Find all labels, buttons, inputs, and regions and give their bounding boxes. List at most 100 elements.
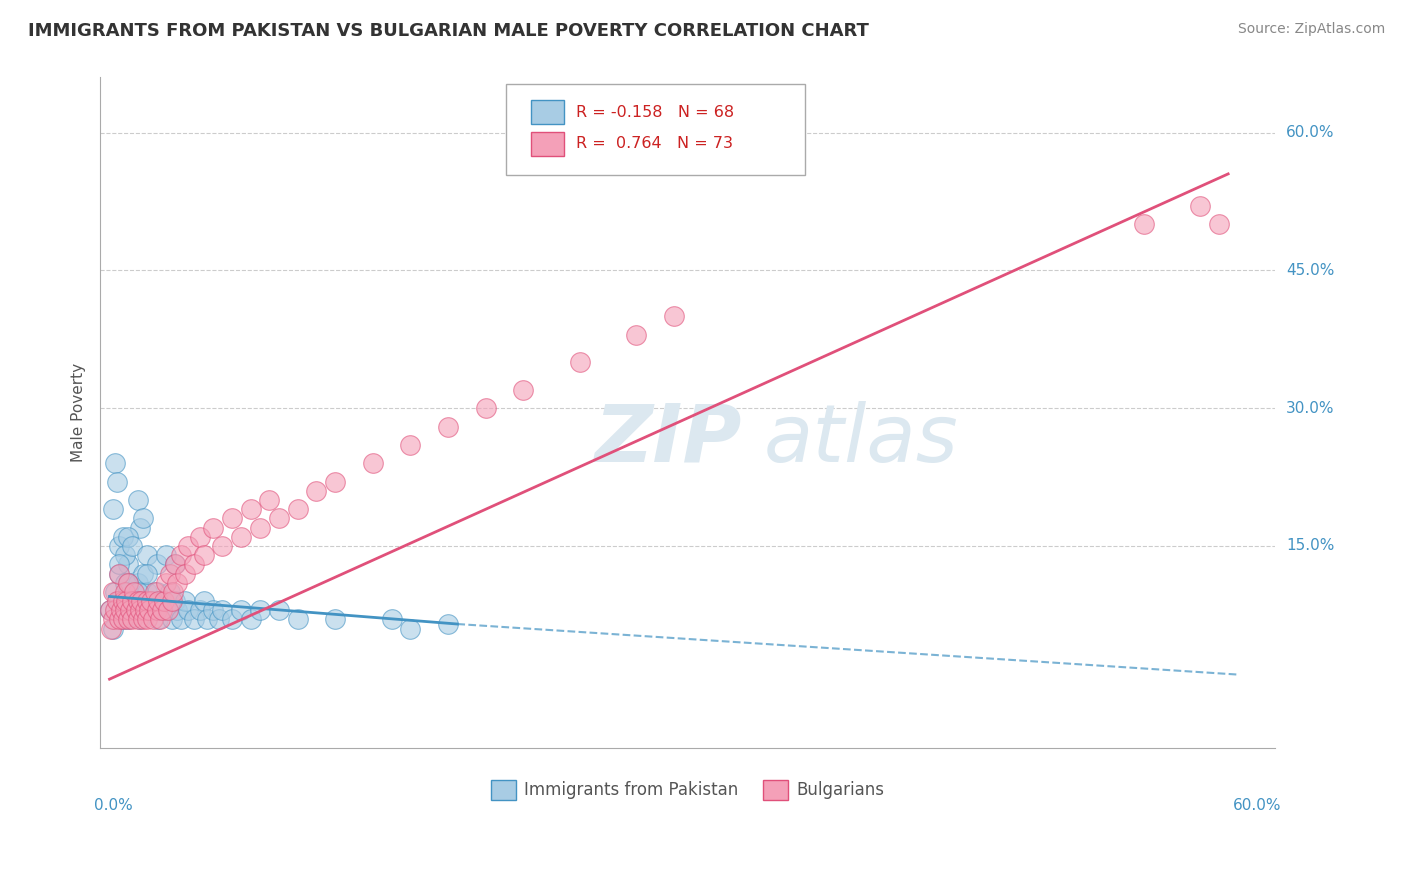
Point: [127, 585, 149, 599]
Point: [1188, 199, 1211, 213]
Point: [165, 558, 187, 572]
Point: [361, 456, 384, 470]
Point: [193, 548, 215, 562]
Point: [110, 603, 132, 617]
Point: [114, 548, 136, 562]
Point: [155, 603, 177, 617]
Point: [128, 603, 150, 617]
FancyBboxPatch shape: [506, 84, 806, 175]
Point: [111, 612, 134, 626]
Point: [267, 603, 290, 617]
Point: [159, 566, 181, 581]
Point: [159, 585, 181, 599]
Point: [114, 603, 136, 617]
Point: [104, 456, 127, 470]
Point: [188, 530, 211, 544]
Point: [150, 603, 173, 617]
Point: [132, 566, 155, 581]
Point: [114, 603, 136, 617]
Point: [103, 622, 125, 636]
Point: [139, 594, 162, 608]
Point: [121, 594, 143, 608]
Point: [249, 603, 271, 617]
Point: [114, 575, 136, 590]
Point: [117, 575, 139, 590]
Point: [127, 493, 149, 508]
Point: [143, 603, 166, 617]
Point: [121, 612, 143, 626]
Point: [98, 603, 121, 617]
Point: [104, 585, 127, 599]
Point: [145, 603, 167, 617]
Text: R =  0.764   N = 73: R = 0.764 N = 73: [576, 136, 733, 152]
Point: [127, 612, 149, 626]
Point: [183, 558, 205, 572]
Point: [568, 355, 591, 369]
Point: [380, 612, 402, 626]
Point: [108, 612, 131, 626]
Text: 45.0%: 45.0%: [1286, 263, 1334, 277]
Point: [149, 612, 172, 626]
Point: [136, 594, 159, 608]
Point: [128, 520, 150, 534]
Point: [108, 594, 131, 608]
Point: [125, 603, 148, 617]
Point: [138, 603, 160, 617]
Point: [155, 548, 177, 562]
Point: [201, 603, 224, 617]
Point: [108, 566, 131, 581]
Point: [437, 419, 460, 434]
Point: [150, 594, 173, 608]
Point: [201, 520, 224, 534]
Point: [162, 585, 184, 599]
Point: [231, 530, 253, 544]
Point: [117, 612, 139, 626]
Point: [193, 594, 215, 608]
Point: [166, 603, 188, 617]
Point: [100, 622, 122, 636]
Point: [136, 603, 159, 617]
Point: [142, 612, 165, 626]
Point: [117, 575, 139, 590]
Point: [115, 594, 138, 608]
Point: [128, 612, 150, 626]
Point: [134, 603, 156, 617]
Point: [108, 566, 131, 581]
Point: [156, 603, 179, 617]
Point: [111, 594, 134, 608]
Point: [108, 539, 131, 553]
Point: [153, 594, 176, 608]
Point: [165, 558, 187, 572]
Text: 30.0%: 30.0%: [1286, 401, 1334, 416]
Point: [148, 612, 170, 626]
Point: [114, 585, 136, 599]
Point: [136, 548, 159, 562]
Point: [127, 594, 149, 608]
Point: [195, 612, 218, 626]
Point: [103, 612, 125, 626]
Point: [170, 612, 193, 626]
Point: [104, 603, 127, 617]
Point: [323, 612, 346, 626]
Point: [122, 603, 145, 617]
Point: [177, 603, 200, 617]
Point: [183, 612, 205, 626]
Text: Source: ZipAtlas.com: Source: ZipAtlas.com: [1237, 22, 1385, 37]
Bar: [531, 132, 564, 156]
Point: [207, 612, 229, 626]
Point: [211, 539, 233, 553]
Point: [136, 612, 159, 626]
Point: [105, 594, 128, 608]
Point: [287, 612, 309, 626]
Point: [188, 603, 211, 617]
Point: [145, 558, 167, 572]
Point: [103, 502, 125, 516]
Point: [160, 594, 183, 608]
Point: [177, 539, 200, 553]
Point: [323, 475, 346, 489]
Text: 15.0%: 15.0%: [1286, 539, 1334, 553]
Text: ZIP: ZIP: [593, 401, 741, 479]
Point: [121, 539, 143, 553]
Text: R = -0.158   N = 68: R = -0.158 N = 68: [576, 105, 734, 120]
Point: [105, 475, 128, 489]
